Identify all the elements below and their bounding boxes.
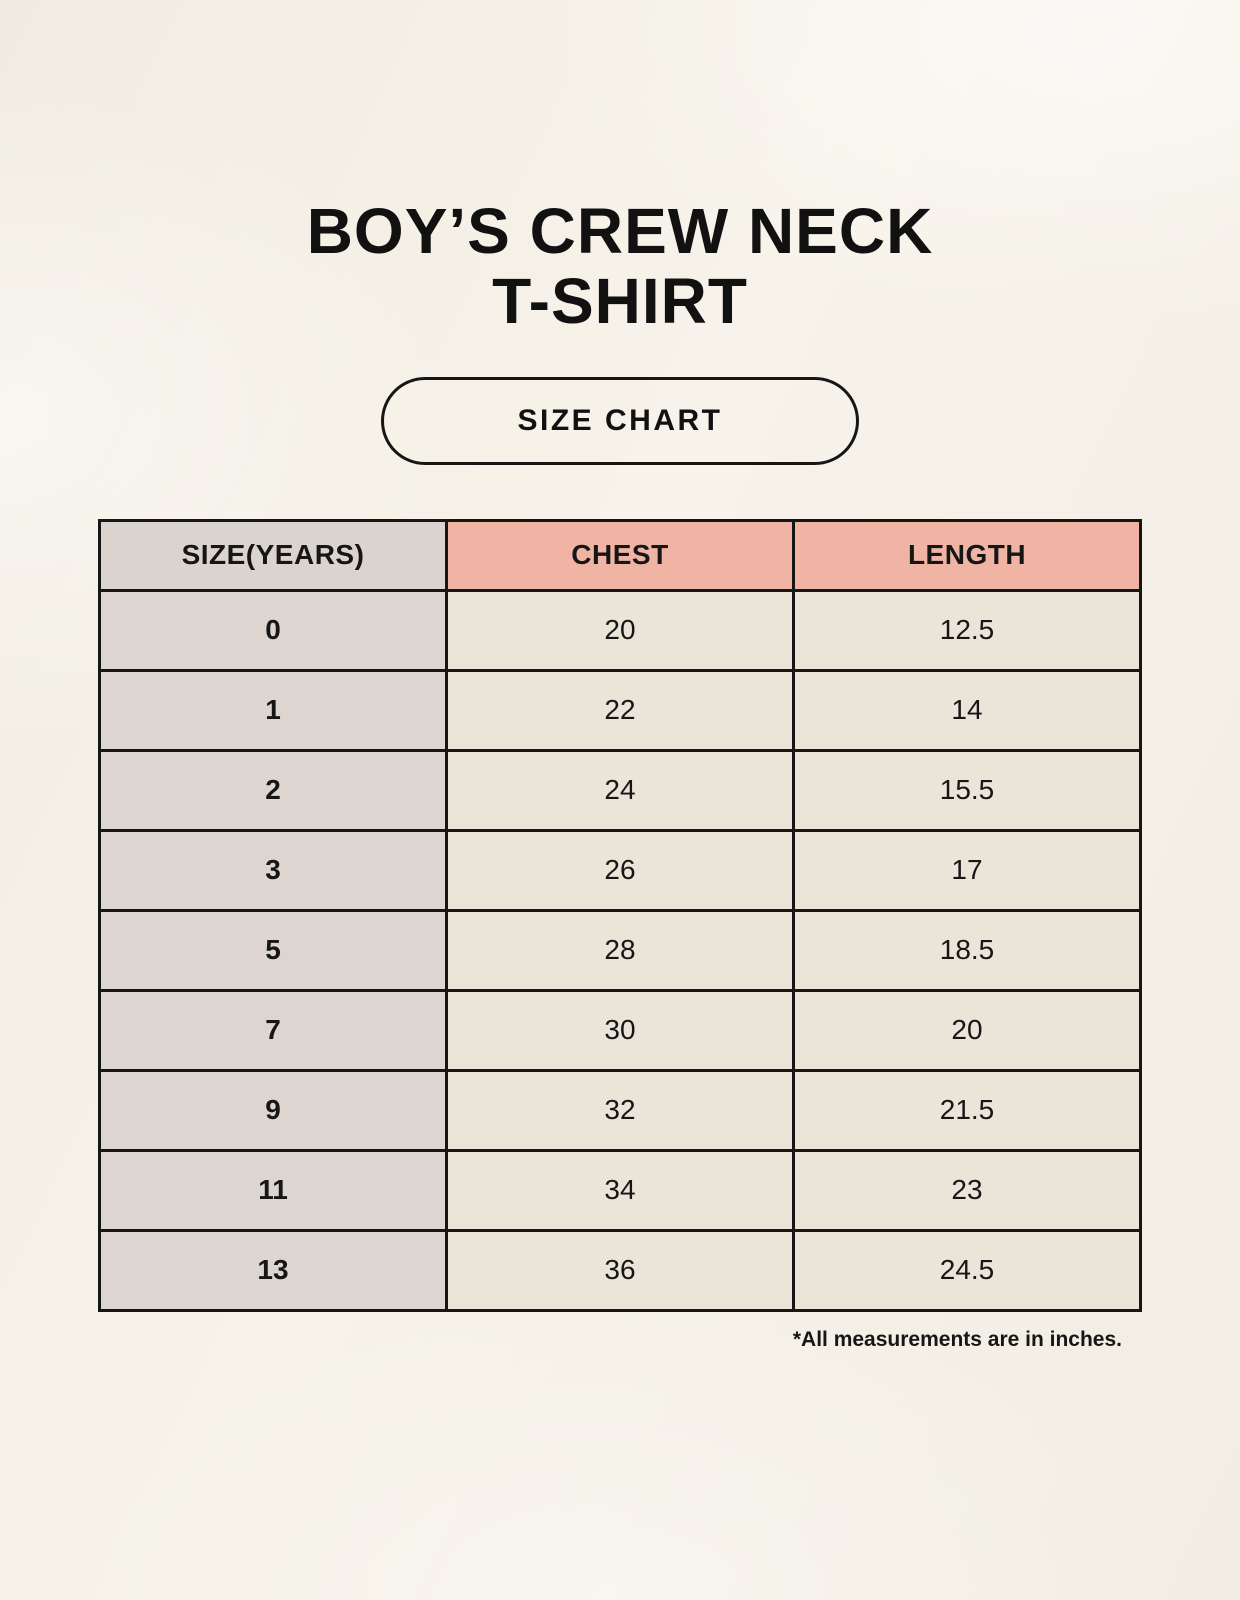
size-cell: 9	[98, 1068, 448, 1152]
chest-cell: 28	[445, 908, 795, 992]
header-size-years: SIZE(YEARS)	[98, 518, 448, 592]
table-row: 7 30 20	[98, 988, 1142, 1072]
chest-cell: 32	[445, 1068, 795, 1152]
size-cell: 7	[98, 988, 448, 1072]
table-row: 9 32 21.5	[98, 1068, 1142, 1152]
table-row: 3 26 17	[98, 828, 1142, 912]
size-cell: 2	[98, 748, 448, 832]
chest-cell: 22	[445, 668, 795, 752]
length-cell: 20	[792, 988, 1142, 1072]
table-row: 2 24 15.5	[98, 748, 1142, 832]
page-title: BOY’S CREW NECK T-SHIRT	[0, 0, 1240, 337]
length-cell: 15.5	[792, 748, 1142, 832]
length-cell: 17	[792, 828, 1142, 912]
length-cell: 18.5	[792, 908, 1142, 992]
length-cell: 24.5	[792, 1228, 1142, 1312]
header-length: LENGTH	[792, 518, 1142, 592]
size-table-head: SIZE(YEARS) CHEST LENGTH	[98, 518, 1142, 592]
header-row: SIZE(YEARS) CHEST LENGTH	[98, 518, 1142, 592]
length-cell: 12.5	[792, 588, 1142, 672]
table-row: 0 20 12.5	[98, 588, 1142, 672]
chest-cell: 34	[445, 1148, 795, 1232]
table-row: 11 34 23	[98, 1148, 1142, 1232]
table-row: 1 22 14	[98, 668, 1142, 752]
badge-container: SIZE CHART	[0, 376, 1240, 465]
chest-cell: 20	[445, 588, 795, 672]
chest-cell: 24	[445, 748, 795, 832]
measurement-note: *All measurements are in inches.	[792, 1327, 1122, 1351]
size-cell: 0	[98, 588, 448, 672]
title-line-2: T-SHIRT	[492, 265, 748, 338]
header-chest: CHEST	[445, 518, 795, 592]
size-cell: 13	[98, 1228, 448, 1312]
size-cell: 11	[98, 1148, 448, 1232]
length-cell: 14	[792, 668, 1142, 752]
chest-cell: 36	[445, 1228, 795, 1312]
size-chart-badge: SIZE CHART	[381, 376, 859, 465]
table-row: 13 36 24.5	[98, 1228, 1142, 1312]
title-line-1: BOY’S CREW NECK	[306, 195, 934, 267]
size-cell: 3	[98, 828, 448, 912]
length-cell: 21.5	[792, 1068, 1142, 1152]
length-cell: 23	[792, 1148, 1142, 1232]
table-row: 5 28 18.5	[98, 908, 1142, 992]
size-cell: 5	[98, 908, 448, 992]
chest-cell: 26	[445, 828, 795, 912]
size-table-body: 0 20 12.5 1 22 14 2 24 15.5 3 26 17 5 28 18.5 7 30 20 9 32 2…	[98, 588, 1142, 1312]
size-cell: 1	[98, 668, 448, 752]
chest-cell: 30	[445, 988, 795, 1072]
size-table: SIZE(YEARS) CHEST LENGTH 0 20 12.5 1 22 14 2 24…	[98, 518, 1142, 1312]
